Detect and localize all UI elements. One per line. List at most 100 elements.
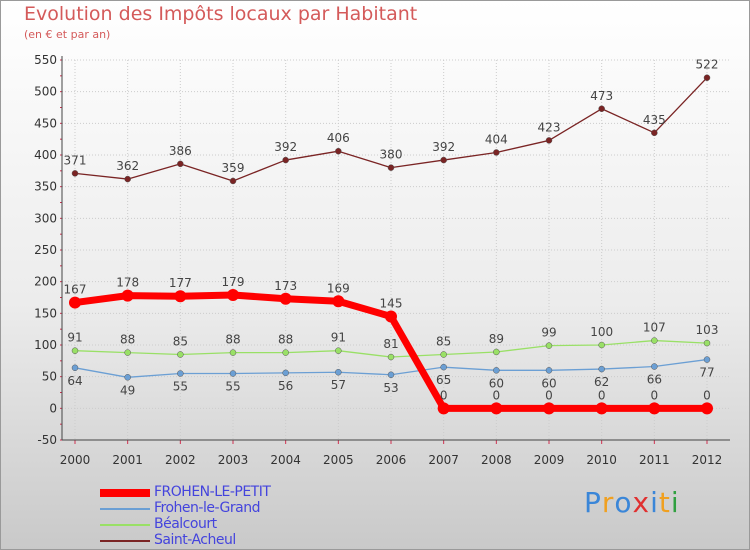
data-point <box>71 364 79 372</box>
logo-letter: P <box>584 486 602 519</box>
data-point <box>440 363 447 371</box>
y-tick-label: 150 <box>34 306 57 320</box>
data-label: 55 <box>225 380 240 394</box>
data-point <box>282 349 289 356</box>
data-label: 56 <box>278 379 293 393</box>
proxiti-logo: Proxiti <box>584 486 680 519</box>
data-point <box>69 296 81 309</box>
legend: FROHEN-LE-PETIT Frohen-le-Grand Béalcour… <box>100 484 360 549</box>
data-label: 0 <box>598 388 606 402</box>
data-label: 60 <box>489 376 504 390</box>
data-point <box>437 402 450 415</box>
data-point <box>71 347 79 354</box>
y-tick-label: 550 <box>34 53 57 67</box>
legend-item: Béalcourt <box>100 516 360 533</box>
data-label: 89 <box>489 332 504 346</box>
x-tick-label: 2003 <box>218 453 249 467</box>
data-point <box>177 160 184 168</box>
logo-letter: i <box>670 486 680 519</box>
legend-swatch <box>100 489 150 497</box>
data-point <box>701 402 713 415</box>
data-point <box>229 370 237 377</box>
data-label: 66 <box>647 373 662 387</box>
data-label: 60 <box>541 376 556 390</box>
data-point <box>595 402 608 415</box>
x-tick-label: 2010 <box>586 453 617 467</box>
data-label: 88 <box>225 333 240 347</box>
data-point <box>598 105 605 113</box>
x-tick-label: 2012 <box>692 453 723 467</box>
data-label: 100 <box>590 325 613 339</box>
data-label: 522 <box>696 58 719 72</box>
data-label: 53 <box>383 381 398 395</box>
data-point <box>440 351 447 358</box>
data-label: 99 <box>541 326 556 340</box>
data-point <box>335 347 342 354</box>
data-label: 85 <box>436 335 451 349</box>
data-point <box>440 156 447 164</box>
data-point <box>121 289 134 302</box>
data-label: 179 <box>222 275 245 289</box>
y-tick-label: 200 <box>34 275 57 289</box>
x-tick-label: 2009 <box>534 453 565 467</box>
data-label: 386 <box>169 144 192 158</box>
logo-letter: o <box>614 486 633 519</box>
data-point <box>229 177 237 185</box>
x-tick-label: 2007 <box>428 453 459 467</box>
data-label: 91 <box>67 331 82 345</box>
chart-title: Evolution des Impôts locaux par Habitant <box>24 3 418 25</box>
y-tick-label: 500 <box>34 85 57 99</box>
data-point <box>335 368 342 376</box>
x-tick-label: 2005 <box>323 453 354 467</box>
logo-letter: i <box>650 486 659 519</box>
data-point <box>387 371 395 379</box>
data-point <box>703 356 711 363</box>
data-label: 0 <box>703 388 711 402</box>
y-tick-label: 450 <box>34 116 57 130</box>
data-label: 473 <box>590 89 613 103</box>
data-point <box>545 137 553 144</box>
data-label: 62 <box>594 375 609 389</box>
x-tick-label: 2006 <box>376 453 407 467</box>
data-point <box>174 290 187 303</box>
data-label: 169 <box>327 281 350 295</box>
data-point <box>282 369 289 377</box>
data-point <box>124 349 131 356</box>
data-point <box>703 74 711 81</box>
data-label: 77 <box>699 366 714 380</box>
data-label: 49 <box>120 383 135 397</box>
data-point <box>651 337 658 344</box>
legend-item: Saint-Acheul <box>100 532 360 549</box>
data-label: 64 <box>67 374 82 388</box>
data-point <box>651 363 658 370</box>
data-point <box>648 402 661 415</box>
logo-letter: r <box>601 486 615 519</box>
data-point <box>385 310 397 323</box>
x-tick-label: 2008 <box>481 453 512 467</box>
x-tick-label: 2011 <box>639 453 670 467</box>
x-tick-label: 2001 <box>112 453 143 467</box>
chart-subtitle: (en € et par an) <box>24 28 111 41</box>
data-point <box>490 402 503 415</box>
data-label: 0 <box>545 388 553 402</box>
legend-label: FROHEN-LE-PETIT <box>154 484 271 500</box>
data-point <box>598 341 605 349</box>
data-label: 103 <box>696 323 719 337</box>
data-label: 0 <box>493 388 501 402</box>
data-point <box>651 129 658 137</box>
data-point <box>598 365 605 373</box>
data-label: 392 <box>432 140 455 154</box>
data-point <box>279 292 292 305</box>
legend-item: Frohen-le-Grand <box>100 500 360 517</box>
data-label: 435 <box>643 113 666 127</box>
y-tick-label: 250 <box>34 243 57 257</box>
data-point <box>493 367 500 374</box>
data-point <box>227 288 239 301</box>
data-label: 178 <box>116 276 139 290</box>
data-point <box>545 367 553 374</box>
y-tick-label: 400 <box>34 148 57 162</box>
y-tick-label: 100 <box>34 338 57 352</box>
data-label: 406 <box>327 131 350 145</box>
logo-letter: x <box>632 486 651 519</box>
data-point <box>703 339 711 347</box>
